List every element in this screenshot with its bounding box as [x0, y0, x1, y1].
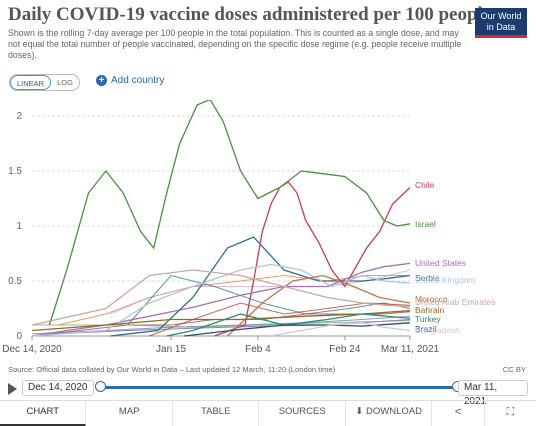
fullscreen-icon: ⛶: [506, 406, 515, 418]
linear-scale-button[interactable]: LINEAR: [10, 75, 52, 90]
series-label: Chile: [415, 180, 435, 190]
tab-map[interactable]: MAP: [86, 401, 173, 426]
plus-icon: +: [96, 75, 107, 86]
y-tick-label: 1.5: [8, 166, 22, 177]
y-tick-label: 0.5: [8, 276, 22, 287]
series-line: [48, 100, 411, 326]
tab-chart[interactable]: CHART: [0, 401, 87, 426]
background-series-line: [57, 274, 410, 326]
series-label: United States: [415, 258, 466, 268]
chart-title: Daily COVID-19 vaccine doses administere…: [8, 4, 492, 25]
series-line: [227, 274, 411, 337]
add-country-label: Add country: [111, 75, 165, 86]
series-label: Serbia: [415, 273, 440, 283]
license-link[interactable]: CC BY: [502, 365, 526, 374]
series-line: [110, 236, 411, 337]
series-label: Israel: [415, 219, 436, 229]
series-line: [270, 322, 411, 337]
owid-logo[interactable]: Our World in Data: [475, 8, 527, 38]
x-tick-label: Jan 15: [156, 344, 186, 355]
y-tick-label: 2: [16, 111, 22, 122]
x-tick-label: Feb 24: [329, 344, 361, 355]
x-tick-label: Feb 4: [245, 344, 271, 355]
series-line: [31, 269, 411, 326]
scale-toggle[interactable]: LINEAR LOG: [9, 74, 80, 91]
logo-line-1: Our World: [480, 11, 522, 21]
timeline-end-date[interactable]: Mar 11, 2021: [458, 380, 528, 407]
x-tick-label: Mar 11, 2021: [381, 344, 440, 355]
x-tick-label: Dec 14, 2020: [2, 344, 62, 355]
logo-line-2: in Data: [486, 22, 516, 32]
add-country-button[interactable]: + Add country: [96, 75, 164, 86]
series-label: Bangladesh: [415, 325, 460, 335]
background-series-line: [110, 269, 411, 315]
series-line: [31, 262, 411, 337]
tab-download[interactable]: ⬇ DOWNLOAD: [346, 401, 433, 426]
series-line: [214, 181, 411, 337]
share-icon: <: [454, 406, 462, 418]
chart-grid: [32, 115, 410, 337]
series-label: United Arab Emirates: [415, 297, 495, 307]
play-icon[interactable]: [8, 383, 17, 395]
log-scale-button[interactable]: LOG: [57, 78, 73, 87]
tab-table[interactable]: TABLE: [173, 401, 260, 426]
series-line: [184, 322, 411, 337]
y-axis-ticks: 0 0.5 1 1.5 2: [8, 111, 22, 342]
series-label: Bahrain: [415, 305, 445, 315]
background-series-line: [32, 320, 411, 328]
fullscreen-button[interactable]: ⛶: [485, 401, 536, 426]
y-tick-label: 0: [16, 331, 22, 342]
series-label: Brazil: [415, 324, 436, 334]
chart-subtitle: Shown is the rolling 7-day average per 1…: [8, 28, 462, 60]
tab-sources[interactable]: SOURCES: [259, 401, 346, 426]
timeline-start-handle[interactable]: [95, 381, 106, 392]
y-tick-label: 1: [16, 221, 22, 232]
timeline[interactable]: Dec 14, 2020 Mar 11, 2021: [8, 378, 528, 407]
series-label: Turkey: [415, 314, 441, 324]
download-label: DOWNLOAD: [366, 406, 422, 417]
series-line: [31, 263, 411, 337]
timeline-track[interactable]: [100, 386, 457, 389]
download-icon: ⬇: [355, 406, 366, 417]
series-label: United Kingdom: [415, 275, 475, 285]
source-note: Source: Official data collated by Our Wo…: [8, 365, 336, 374]
logo-accent-bar: [475, 35, 527, 38]
x-axis-ticks: Dec 14, 2020 Jan 15 Feb 4 Feb 24 Mar 11, 202…: [2, 336, 440, 355]
share-button[interactable]: <: [432, 401, 485, 426]
tab-bar: CHART MAP TABLE SOURCES ⬇ DOWNLOAD < ⛶: [0, 400, 536, 426]
series-label: Morocco: [415, 294, 448, 304]
series-lines: [31, 100, 411, 337]
timeline-start-date[interactable]: Dec 14, 2020: [22, 380, 94, 396]
line-chart: 0 0.5 1 1.5 2 Dec 14, 2020 Jan 15 Feb 4 Feb 24 M…: [2, 100, 495, 355]
